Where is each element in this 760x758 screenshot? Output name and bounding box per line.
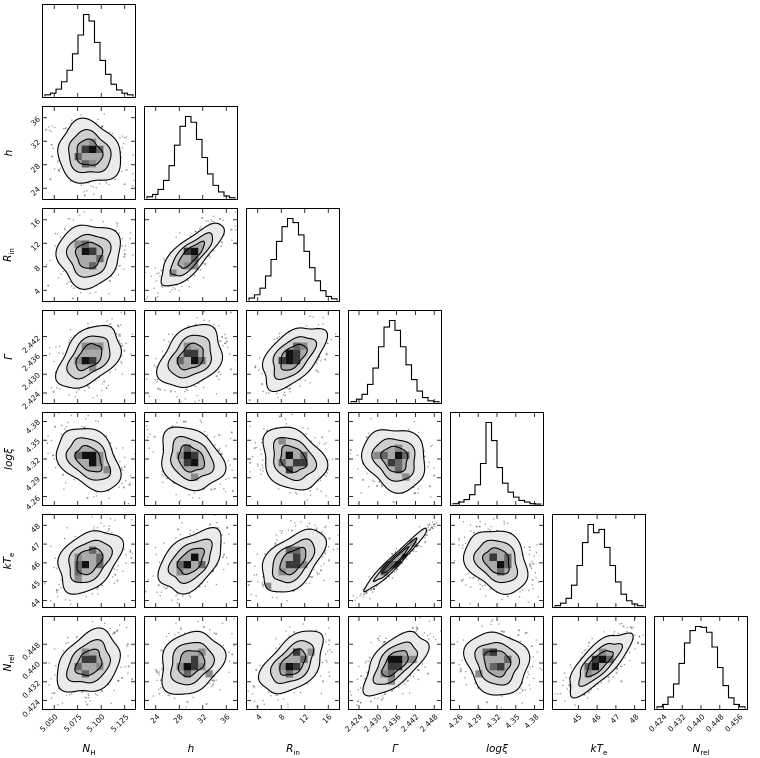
density-Nrel-vs-G [348,616,442,710]
x-axis-label-kTe: kTe [590,743,608,758]
hist-logxi [450,412,544,506]
density-h-vs-NH [42,106,136,200]
y-tick-label-logxi: 4.26 [23,493,43,512]
y-tick-label-kTe: 47 [28,540,43,554]
density-G-vs-h [144,310,238,404]
y-axis-label-G: Γ [3,354,15,360]
x-tick-label-h: 24 [148,712,162,726]
x-tick-label-G: 2.424 [343,712,365,734]
x-axis-label-Nrel: Nrel [692,743,710,758]
y-axis-label-logxi: logξ [3,448,15,470]
density-G-vs-NH [42,310,136,404]
y-tick-label-Nrel: 0.432 [20,678,43,700]
x-axis-label-h: h [187,743,195,755]
density-kTe-vs-logxi [450,514,544,608]
x-tick-label-logxi: 4.29 [465,712,484,731]
y-tick-label-logxi: 4.38 [23,418,43,437]
y-axis-label-h: h [3,149,15,157]
y-tick-label-Nrel: 0.424 [20,697,43,719]
density-kTe-vs-h [144,514,238,608]
x-tick-label-kTe: 47 [608,712,622,726]
y-tick-label-kTe: 44 [28,597,43,611]
x-tick-label-Rin: 12 [297,712,311,726]
y-tick-label-h: 36 [28,114,43,128]
x-tick-label-logxi: 4.35 [503,712,522,731]
y-tick-label-Rin: 8 [32,263,43,274]
y-axis-label-Nrel: Nrel [1,654,17,672]
y-tick-label-Rin: 12 [28,239,43,254]
x-tick-label-Rin: 8 [277,712,287,723]
y-tick-label-logxi: 4.32 [23,455,43,474]
x-tick-label-G: 2.430 [361,712,384,734]
y-tick-label-h: 28 [28,161,43,175]
density-logxi-vs-Rin [246,412,340,506]
x-tick-label-Rin: 16 [320,712,334,726]
x-tick-label-kTe: 46 [589,712,603,726]
x-tick-label-logxi: 4.26 [446,712,466,731]
hist-kTe [552,514,646,608]
x-tick-label-NH: 5.100 [85,712,107,734]
x-tick-label-h: 36 [218,712,232,726]
y-tick-label-G: 2.442 [20,333,43,355]
density-logxi-vs-NH [42,412,136,506]
x-tick-label-G: 2.436 [380,712,403,734]
x-tick-label-Nrel: 0.424 [647,712,670,734]
x-axis-label-NH: NH [82,743,96,758]
x-tick-label-Nrel: 0.456 [722,712,745,734]
density-logxi-vs-h [144,412,238,506]
x-axis-label-G: Γ [392,743,398,755]
density-Nrel-vs-NH [42,616,136,710]
x-axis-label-Rin: Rin [286,743,300,758]
y-tick-label-G: 2.424 [20,389,43,412]
density-logxi-vs-G [348,412,442,506]
y-tick-label-Rin: 16 [28,216,43,230]
y-tick-label-Rin: 4 [32,286,43,297]
y-tick-label-G: 2.436 [20,352,43,374]
x-tick-label-logxi: 4.32 [484,712,503,731]
x-tick-label-kTe: 48 [627,712,641,726]
density-kTe-vs-Rin [246,514,340,608]
hist-Nrel [654,616,748,710]
density-G-vs-Rin [246,310,340,404]
density-Nrel-vs-Rin [246,616,340,710]
density-Rin-vs-NH [42,208,136,302]
x-tick-label-Rin: 4 [253,712,264,723]
y-tick-label-h: 32 [28,137,43,152]
x-tick-label-NH: 5.050 [38,712,60,734]
y-tick-label-Nrel: 0.448 [20,640,43,663]
y-tick-label-h: 24 [28,184,43,199]
x-tick-label-h: 28 [171,712,185,726]
y-tick-label-Nrel: 0.440 [20,659,43,682]
x-tick-label-G: 2.448 [418,712,440,734]
x-tick-label-logxi: 4.38 [522,712,541,731]
x-tick-label-Nrel: 0.448 [703,712,726,734]
x-tick-label-G: 2.442 [399,712,422,734]
hist-NH [42,4,136,98]
hist-Rin [246,208,340,302]
y-axis-label-Rin: Rin [1,248,17,262]
y-tick-label-G: 2.430 [20,370,43,393]
hist-h [144,106,238,200]
x-tick-label-NH: 5.125 [108,712,131,734]
x-tick-label-Nrel: 0.432 [666,712,688,734]
density-Nrel-vs-logxi [450,616,544,710]
y-tick-label-kTe: 48 [28,521,43,536]
y-tick-label-logxi: 4.35 [23,436,43,456]
density-Nrel-vs-h [144,616,238,710]
x-tick-label-h: 32 [195,712,209,726]
density-kTe-vs-NH [42,514,136,608]
y-axis-label-kTe: kTe [1,552,17,570]
x-axis-label-logxi: logξ [486,743,508,755]
y-tick-label-logxi: 4.29 [23,474,43,493]
hist-G [348,310,442,404]
x-tick-label-NH: 5.075 [61,712,84,734]
density-Rin-vs-h [144,208,238,302]
x-tick-label-Nrel: 0.440 [685,712,707,734]
y-tick-label-kTe: 46 [28,559,43,573]
y-tick-label-kTe: 45 [28,578,43,592]
density-Nrel-vs-kTe [552,616,646,710]
density-kTe-vs-G [348,514,442,608]
x-tick-label-kTe: 45 [570,712,584,726]
